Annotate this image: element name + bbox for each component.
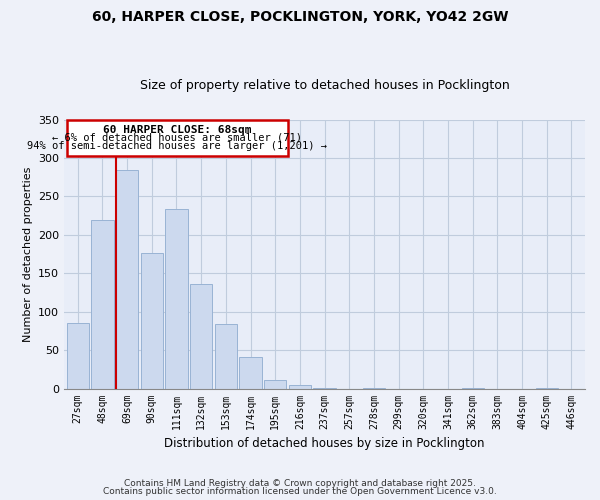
X-axis label: Distribution of detached houses by size in Pocklington: Distribution of detached houses by size … (164, 437, 485, 450)
Bar (116, 170, 138, 388)
Bar (215, 324, 237, 388)
Text: ← 6% of detached houses are smaller (71): ← 6% of detached houses are smaller (71) (52, 132, 302, 142)
Bar (140, 254, 163, 388)
Bar (239, 357, 262, 388)
FancyBboxPatch shape (67, 120, 287, 156)
Bar (289, 384, 311, 388)
Text: 60 HARPER CLOSE: 68sqm: 60 HARPER CLOSE: 68sqm (103, 125, 251, 135)
Y-axis label: Number of detached properties: Number of detached properties (23, 166, 32, 342)
Bar (264, 380, 286, 388)
Bar (91, 220, 113, 388)
Text: Contains public sector information licensed under the Open Government Licence v3: Contains public sector information licen… (103, 487, 497, 496)
Text: 94% of semi-detached houses are larger (1,201) →: 94% of semi-detached houses are larger (… (27, 141, 327, 151)
Bar (190, 284, 212, 389)
Bar (166, 210, 188, 388)
Text: Contains HM Land Registry data © Crown copyright and database right 2025.: Contains HM Land Registry data © Crown c… (124, 478, 476, 488)
Bar (67, 323, 89, 388)
Title: Size of property relative to detached houses in Pocklington: Size of property relative to detached ho… (140, 79, 509, 92)
Text: 60, HARPER CLOSE, POCKLINGTON, YORK, YO42 2GW: 60, HARPER CLOSE, POCKLINGTON, YORK, YO4… (92, 10, 508, 24)
